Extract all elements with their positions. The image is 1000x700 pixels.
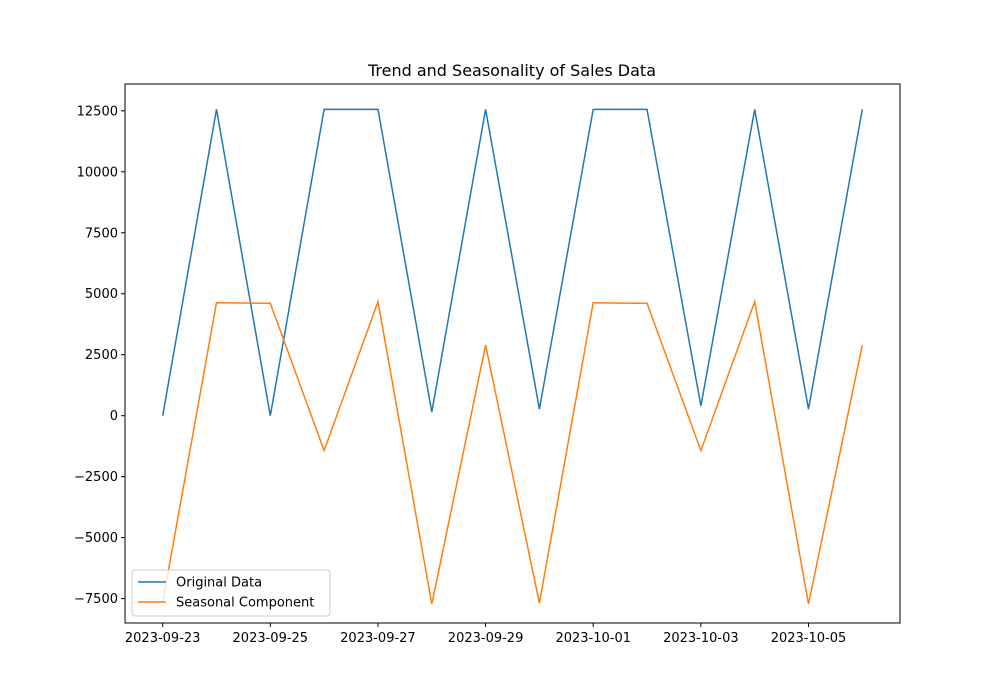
y-tick-label: 10000 <box>77 165 118 180</box>
x-tick-label: 2023-10-05 <box>771 631 847 646</box>
legend-box <box>131 569 331 617</box>
y-tick-label: 12500 <box>77 104 118 119</box>
y-tick-label: 2500 <box>85 348 118 363</box>
x-tick-label: 2023-09-27 <box>340 631 416 646</box>
y-axis: −7500 −5000 −2500 0 2500 5000 7500 10000 12500 <box>74 104 125 607</box>
x-tick-label: 2023-09-29 <box>448 631 524 646</box>
x-tick-label: 2023-10-03 <box>663 631 739 646</box>
legend: Original Data Seasonal Component <box>131 569 331 617</box>
y-tick-label: −7500 <box>74 592 118 607</box>
y-tick-label: −5000 <box>74 531 118 546</box>
y-tick-label: 5000 <box>85 287 118 302</box>
x-axis: 2023-09-23 2023-09-25 2023-09-27 2023-09-29… <box>125 623 846 646</box>
axes-frame <box>124 83 901 624</box>
x-tick-label: 2023-09-23 <box>125 631 201 646</box>
x-tick-label: 2023-10-01 <box>555 631 631 646</box>
x-tick-label: 2023-09-25 <box>233 631 309 646</box>
series-line-2 <box>161 298 864 605</box>
y-tick-label: 7500 <box>85 226 118 241</box>
legend-label-1: Original Data <box>176 576 262 591</box>
y-tick-label: 0 <box>110 409 118 424</box>
chart-title: Trend and Seasonality of Sales Data <box>367 61 656 80</box>
legend-label-2: Seasonal Component <box>176 596 314 611</box>
series-line-1 <box>161 108 864 416</box>
y-tick-label: −2500 <box>74 470 118 485</box>
series-layer <box>161 108 864 605</box>
